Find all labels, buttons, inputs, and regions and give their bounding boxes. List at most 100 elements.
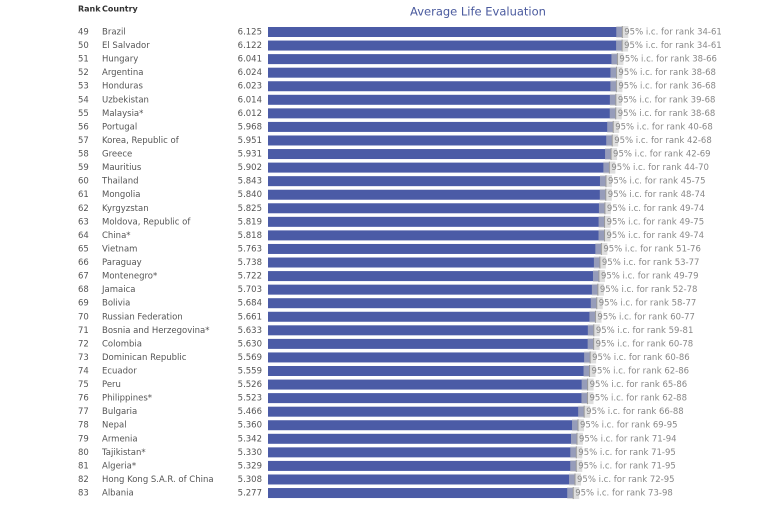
country: China*: [102, 231, 131, 241]
bar: [268, 460, 577, 471]
bar: [268, 325, 594, 336]
ci-label: 95% i.c. for rank 73-98: [575, 489, 673, 499]
bar: [268, 108, 616, 119]
ci-label: 95% i.c. for rank 51-76: [603, 244, 701, 254]
country: Vietnam: [102, 244, 137, 254]
bar: [268, 257, 600, 268]
country: Hungary: [102, 55, 138, 65]
value-label: 6.023: [238, 82, 262, 92]
rank: 56: [78, 122, 89, 132]
bar: [268, 162, 610, 173]
rank: 68: [78, 285, 89, 295]
value-label: 6.012: [238, 109, 262, 119]
rank: 77: [78, 407, 89, 417]
value-label: 5.661: [238, 312, 262, 322]
country: Kyrgyzstan: [102, 204, 149, 214]
rank: 71: [78, 326, 89, 336]
value-label: 5.523: [238, 394, 262, 404]
bar: [268, 243, 602, 254]
ci-label: 95% i.c. for rank 66-88: [586, 407, 684, 417]
ci-label: 95% i.c. for rank 45-75: [608, 177, 706, 187]
rank: 58: [78, 150, 89, 160]
rank: 76: [78, 394, 89, 404]
bar: [268, 54, 618, 65]
bar: [268, 176, 606, 187]
rank: 50: [78, 41, 89, 51]
value-label: 5.703: [238, 285, 262, 295]
rank: 55: [78, 109, 89, 119]
rank: 49: [78, 28, 89, 38]
ci-label: 95% i.c. for rank 34-61: [624, 28, 722, 38]
bar: [268, 366, 590, 376]
rank: 64: [78, 231, 89, 241]
bar: [268, 135, 613, 146]
bar: [268, 27, 623, 37]
country: Algeria*: [102, 461, 136, 471]
rank: 61: [78, 190, 89, 200]
bar: [268, 216, 605, 227]
bar: [268, 94, 616, 105]
country: Portugal: [102, 122, 137, 132]
rank: 72: [78, 339, 89, 349]
rank: 79: [78, 434, 89, 444]
ci-label: 95% i.c. for rank 72-95: [577, 475, 675, 485]
rank: 78: [78, 421, 89, 431]
ci-label: 95% i.c. for rank 42-69: [613, 150, 711, 160]
rank: 81: [78, 461, 89, 471]
rank: 60: [78, 177, 89, 187]
rank: 53: [78, 82, 89, 92]
value-label: 5.342: [238, 434, 262, 444]
country: Honduras: [102, 82, 143, 92]
country: Thailand: [101, 177, 139, 187]
country: Bulgaria: [102, 407, 137, 417]
ci-label: 95% i.c. for rank 62-86: [592, 367, 690, 377]
rank: 51: [78, 55, 89, 65]
value-label: 5.630: [238, 339, 262, 349]
country: Russian Federation: [102, 312, 183, 322]
rank: 62: [78, 204, 89, 214]
value-label: 5.763: [238, 244, 262, 254]
ci-label: 95% i.c. for rank 71-95: [578, 448, 676, 458]
ci-label: 95% i.c. for rank 65-86: [590, 380, 688, 390]
bar: [268, 420, 579, 431]
country: Dominican Republic: [102, 353, 187, 363]
country: Uzbekistan: [102, 95, 149, 105]
value-label: 5.277: [238, 489, 262, 499]
ci-label: 95% i.c. for rank 36-68: [618, 82, 716, 92]
ci-label: 95% i.c. for rank 52-78: [600, 285, 698, 295]
value-label: 5.308: [238, 475, 262, 485]
ci-label: 95% i.c. for rank 44-70: [611, 163, 709, 173]
ci-label: 95% i.c. for rank 49-74: [607, 231, 705, 241]
ci-label: 95% i.c. for rank 42-68: [614, 136, 712, 146]
bar: [268, 338, 594, 349]
bar: [268, 433, 577, 444]
value-label: 5.818: [238, 231, 262, 241]
rank: 54: [78, 95, 89, 105]
country: Malaysia*: [102, 109, 143, 119]
value-label: 5.360: [238, 421, 262, 431]
country: Montenegro*: [102, 272, 157, 282]
country: Bosnia and Herzegovina*: [102, 326, 209, 336]
bar: [268, 393, 588, 404]
ci-label: 95% i.c. for rank 69-95: [580, 421, 678, 431]
rank: 66: [78, 258, 89, 268]
ci-label: 95% i.c. for rank 49-79: [601, 272, 699, 282]
bar: [268, 40, 623, 51]
value-label: 5.329: [238, 461, 262, 471]
chart-title: Average Life Evaluation: [410, 5, 546, 19]
country: Colombia: [102, 339, 142, 349]
value-label: 6.024: [238, 68, 262, 78]
value-label: 5.819: [238, 217, 262, 227]
country: Brazil: [102, 28, 126, 38]
country: El Salvador: [102, 41, 150, 51]
value-label: 5.722: [238, 272, 262, 282]
country: Moldova, Republic of: [102, 217, 191, 227]
country: Hong Kong S.A.R. of China: [102, 475, 214, 485]
value-label: 5.840: [238, 190, 262, 200]
bar: [268, 203, 605, 214]
country: Albania: [102, 489, 134, 499]
rank: 70: [78, 312, 89, 322]
bar: [268, 271, 599, 282]
ci-label: 95% i.c. for rank 60-78: [596, 339, 694, 349]
